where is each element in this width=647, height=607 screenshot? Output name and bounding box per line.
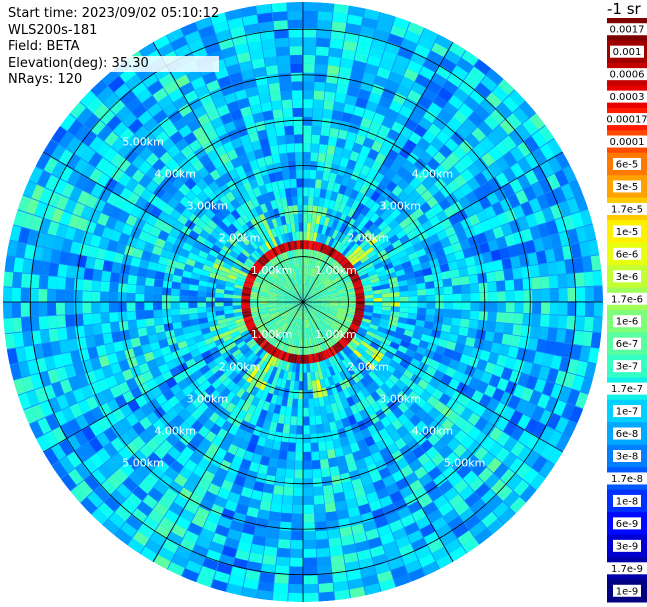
- colorbar-tick-label: 0.001: [613, 47, 642, 58]
- colorbar-label-bg: [613, 315, 641, 328]
- colorbar-tick-label: 3e-9: [616, 541, 639, 552]
- colorbar-tick-label: 1.7e-9: [611, 564, 643, 575]
- colorbar-tick-label: 6e-5: [616, 160, 639, 171]
- colorbar-label-bg: [613, 494, 641, 507]
- colorbar-tick-label: 6e-7: [616, 339, 639, 350]
- colorbar-label-bg: [607, 562, 647, 575]
- range-ring-label: 2.00km: [219, 360, 261, 373]
- colorbar-tick-label: 1.7e-7: [611, 384, 643, 395]
- range-ring-label: 5.00km: [122, 135, 164, 148]
- colorbar-label-bg: [613, 517, 641, 530]
- range-ring-label: 2.00km: [219, 232, 261, 245]
- colorbar-tick-label: 1.7e-6: [611, 294, 643, 305]
- colorbar-tick-label: 1e-5: [616, 227, 639, 238]
- colorbar-label-bg: [613, 180, 641, 193]
- range-ring-label: 1.00km: [315, 328, 357, 341]
- colorbar-tick-label: 6e-8: [616, 429, 639, 440]
- colorbar-tick-label: 1e-8: [616, 496, 639, 507]
- range-ring-label: 2.00km: [347, 232, 389, 245]
- instrument-text: WLS200s-181: [8, 22, 98, 38]
- start-time-text: Start time: 2023/09/02 05:10:12: [8, 6, 220, 21]
- range-grid: [3, 2, 603, 602]
- colorbar-label-bg: [607, 68, 647, 81]
- range-ring-label: 1.00km: [251, 328, 293, 341]
- range-ring-label: 2.00km: [347, 360, 389, 373]
- range-ring-label: 4.00km: [412, 167, 454, 180]
- colorbar-label-bg: [607, 292, 647, 305]
- colorbar-label-bg: [613, 450, 641, 462]
- colorbar-tick-label: 3e-8: [616, 452, 639, 463]
- colorbar-label-bg: [613, 405, 641, 418]
- colorbar-label-bg: [613, 270, 641, 283]
- colorbar-label-bg: [607, 23, 647, 36]
- colorbar-unit-title: -1 sr: [607, 0, 641, 18]
- range-ring-label: 1.00km: [251, 264, 293, 277]
- elevation-text: Elevation(deg): 35.30: [8, 55, 220, 72]
- colorbar-tick-label: 3e-7: [616, 362, 639, 373]
- range-ring-label: 4.00km: [154, 425, 196, 438]
- range-ring-label: 3.00km: [379, 392, 421, 405]
- range-ring-label: 4.00km: [412, 425, 454, 438]
- colorbar-label-bg: [613, 584, 641, 597]
- colorbar-tick-label: 1.7e-8: [611, 474, 643, 485]
- colorbar-tick-label: 1e-7: [616, 407, 639, 418]
- range-ring-label: 3.00km: [379, 200, 421, 213]
- colorbar-label-bg: [607, 382, 647, 395]
- scan-info-panel: Start time: 2023/09/02 05:10:12 WLS200s-…: [8, 6, 220, 89]
- range-ring-label: 3.00km: [187, 200, 229, 213]
- nrays-text: NRays: 120: [8, 72, 83, 87]
- colorbar-tick-label: 0.00017: [606, 115, 647, 126]
- colorbar-tick-label: 6e-6: [616, 249, 639, 260]
- colorbar-label-bg: [613, 539, 641, 552]
- colorbar-tick-label: 0.0006: [610, 70, 645, 81]
- colorbar-tick-label: 0.0017: [610, 25, 645, 36]
- colorbar-label-bg: [613, 225, 641, 238]
- colorbar-tick-label: 1.7e-5: [611, 204, 643, 215]
- colorbar-label-bg: [607, 135, 647, 148]
- colorbar-tick-label: 1e-6: [616, 317, 639, 328]
- colorbar-label-bg: [613, 427, 641, 440]
- range-ring-label: 5.00km: [122, 457, 164, 470]
- range-ring-label: 4.00km: [154, 167, 196, 180]
- backscatter-field: [3, 2, 603, 602]
- field-text: Field: BETA: [8, 39, 80, 54]
- colorbar-label-bg: [610, 45, 644, 58]
- colorbar-label-bg: [607, 90, 647, 103]
- colorbar-label-bg: [613, 360, 641, 373]
- colorbar-label-bg: [613, 337, 641, 350]
- range-ring-label: 5.00km: [444, 457, 486, 470]
- colorbar: 0.0017 0.001 0.0006 0.0003 0.00017 0.0001 6e-5…: [604, 18, 647, 603]
- colorbar-tick-label: 6e-9: [616, 519, 639, 530]
- colorbar-tick-label: 0.0003: [610, 92, 645, 103]
- colorbar-label-bg: [607, 472, 647, 485]
- range-ring-label: 1.00km: [315, 264, 357, 277]
- colorbar-tick-label: 1e-9: [616, 586, 639, 597]
- colorbar-label-bg: [607, 202, 647, 215]
- colorbar-label-bg: [604, 113, 647, 126]
- colorbar-tick-label: 3e-6: [616, 272, 639, 283]
- colorbar-tick-label: 0.0001: [610, 137, 645, 148]
- colorbar-label-bg: [613, 247, 641, 260]
- colorbar-tick-label: 3e-5: [616, 182, 639, 193]
- range-ring-label: 3.00km: [187, 392, 229, 405]
- colorbar-label-bg: [613, 158, 641, 170]
